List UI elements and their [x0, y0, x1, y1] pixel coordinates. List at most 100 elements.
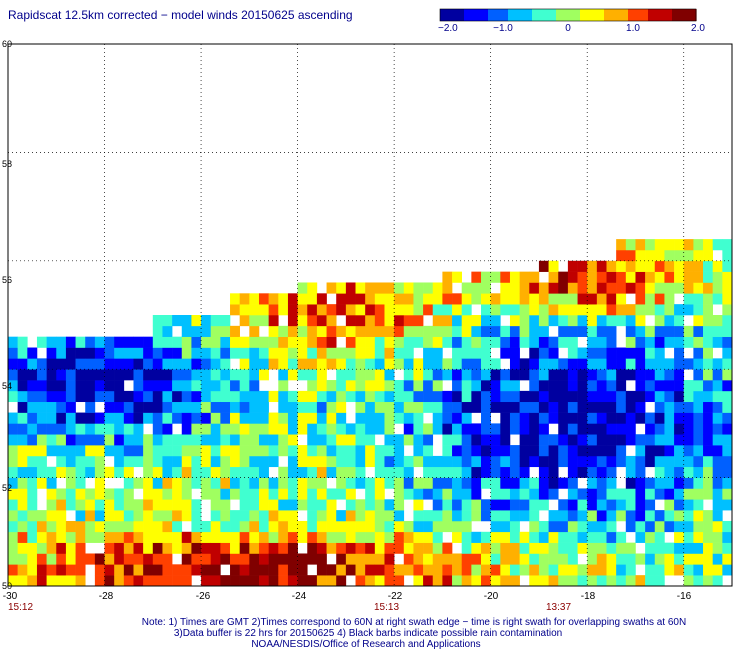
data-cell [297, 325, 308, 337]
data-cell [307, 336, 318, 348]
data-cell [596, 575, 607, 587]
data-cell [500, 520, 511, 533]
data-cell [239, 304, 250, 316]
data-cell [307, 369, 318, 381]
data-cell [355, 358, 366, 370]
data-cell [567, 531, 578, 543]
data-cell [481, 445, 491, 457]
data-cell [509, 412, 520, 424]
data-cell [104, 423, 115, 435]
colorbar-segment [460, 9, 465, 21]
data-cell [625, 510, 636, 522]
data-cell [307, 499, 318, 511]
data-cell [8, 390, 18, 403]
data-cell [722, 423, 733, 435]
colorbar-segment [528, 9, 533, 21]
data-cell [104, 380, 115, 392]
data-cell [374, 380, 385, 392]
data-cell [471, 510, 482, 522]
data-cell [577, 564, 588, 576]
data-cell [210, 542, 221, 554]
data-cell [674, 358, 685, 370]
data-cell [722, 488, 733, 500]
data-cell [674, 445, 685, 457]
data-cell [8, 423, 18, 435]
data-cell [27, 358, 38, 370]
data-cell [693, 380, 704, 392]
data-cell [471, 564, 482, 576]
data-cell [577, 445, 588, 457]
data-cell [123, 466, 134, 478]
data-cell [548, 315, 559, 327]
data-cell [230, 488, 240, 500]
data-cell [442, 315, 453, 327]
data-cell [712, 358, 723, 370]
data-cell [104, 401, 115, 413]
data-cell [664, 553, 675, 565]
data-cell [625, 564, 636, 576]
data-cell [509, 401, 520, 413]
data-cell [172, 390, 183, 403]
data-cell [326, 401, 337, 413]
data-cell [481, 293, 491, 305]
data-cell [703, 336, 713, 348]
data-cell [722, 249, 733, 262]
data-cell [307, 423, 318, 435]
data-cell [722, 347, 733, 359]
data-cell [654, 369, 665, 381]
data-cell [85, 553, 96, 565]
data-cell [220, 510, 231, 522]
data-cell [519, 369, 530, 381]
data-cell [278, 445, 289, 457]
data-cell [172, 455, 183, 468]
data-cell [278, 336, 289, 348]
data-cell [471, 499, 482, 511]
data-cell [432, 520, 443, 533]
data-cell [287, 455, 298, 468]
data-cell [297, 575, 308, 587]
data-cell [8, 336, 18, 348]
data-cell [56, 520, 67, 533]
data-cell [268, 347, 279, 359]
data-cell [27, 369, 38, 381]
data-cell [94, 466, 105, 478]
data-cell [133, 531, 144, 543]
data-cell [114, 445, 125, 457]
data-cell [616, 282, 627, 294]
data-cell [635, 304, 646, 316]
data-cell [27, 564, 38, 576]
data-cell [36, 510, 47, 522]
data-cell [326, 423, 337, 435]
data-cell [596, 434, 607, 446]
data-cell [567, 553, 578, 565]
data-cell [27, 347, 38, 359]
data-cell [258, 466, 269, 478]
data-cell [423, 434, 434, 446]
colorbar-tick: 2.0 [691, 23, 705, 34]
data-cell [17, 347, 28, 359]
data-cell [56, 488, 67, 500]
data-cell [104, 358, 115, 370]
data-cell [384, 282, 395, 294]
data-cell [17, 520, 28, 533]
data-cell [490, 271, 501, 283]
data-cell [703, 423, 713, 435]
data-cell [452, 390, 462, 403]
data-cell [558, 477, 569, 489]
data-cell [481, 369, 491, 381]
data-cell [201, 390, 212, 403]
data-cell [355, 347, 366, 359]
data-cell [538, 575, 549, 587]
data-cell [635, 358, 646, 370]
data-cell [693, 434, 704, 446]
data-cell [432, 347, 443, 359]
data-cell [394, 488, 405, 500]
data-cell [567, 466, 578, 478]
data-cell [307, 466, 318, 478]
data-cell [538, 390, 549, 403]
data-cell [152, 488, 163, 500]
data-cell [587, 542, 598, 554]
data-cell [529, 575, 540, 587]
data-cell [529, 304, 540, 316]
data-cell [567, 445, 578, 457]
